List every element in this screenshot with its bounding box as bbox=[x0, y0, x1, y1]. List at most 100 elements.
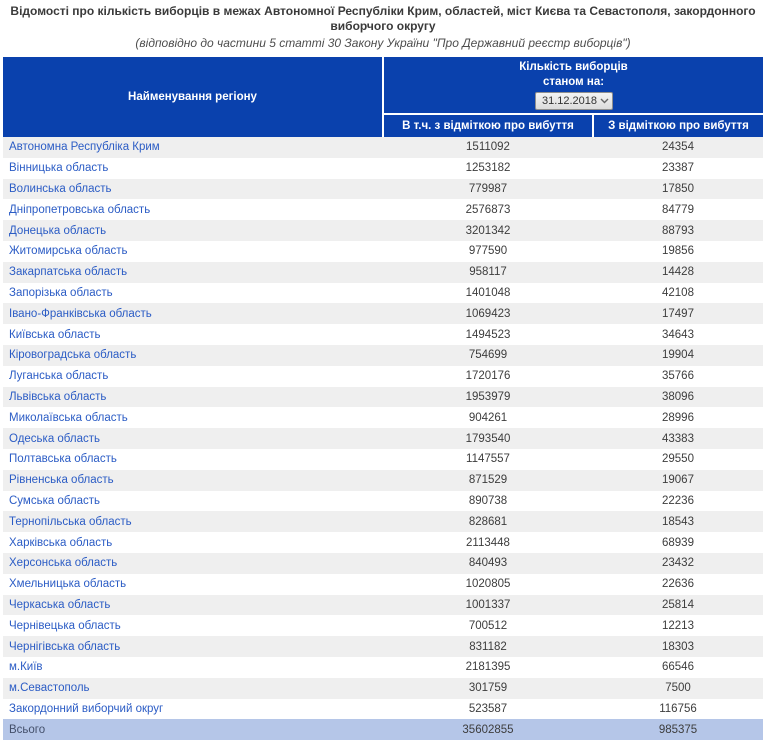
table-row: Луганська область 172017635766 bbox=[3, 366, 763, 387]
departed-count-cell: 7500 bbox=[593, 678, 763, 699]
table-row: м.Севастополь 3017597500 bbox=[3, 678, 763, 699]
region-cell: Донецька область bbox=[3, 220, 383, 241]
departed-count-cell: 116756 bbox=[593, 699, 763, 720]
region-cell: Закордонний виборчий округ bbox=[3, 699, 383, 720]
region-link[interactable]: Херсонська область bbox=[9, 557, 117, 569]
departed-count-cell: 19067 bbox=[593, 470, 763, 491]
region-link[interactable]: Черкаська область bbox=[9, 599, 110, 611]
table-row: Рівненська область87152919067 bbox=[3, 470, 763, 491]
table-row: Івано-Франківська область 106942317497 bbox=[3, 303, 763, 324]
departed-count-cell: 23432 bbox=[593, 553, 763, 574]
header-subcol-departed: З відміткою про вибуття bbox=[593, 114, 763, 137]
region-link[interactable]: Львівська область bbox=[9, 391, 106, 403]
voters-count-cell: 2113448 bbox=[383, 532, 593, 553]
region-cell: Сумська область bbox=[3, 491, 383, 512]
departed-count-cell: 17850 bbox=[593, 179, 763, 200]
region-cell: Одеська область bbox=[3, 428, 383, 449]
region-link[interactable]: м.Київ bbox=[9, 661, 43, 673]
region-link[interactable]: Волинська область bbox=[9, 183, 112, 195]
region-link[interactable]: Полтавська область bbox=[9, 453, 117, 465]
region-link[interactable]: Донецька область bbox=[9, 225, 106, 237]
departed-count-cell: 29550 bbox=[593, 449, 763, 470]
region-cell: Кіровоградська область bbox=[3, 345, 383, 366]
departed-count-cell: 42108 bbox=[593, 283, 763, 304]
region-cell: Черкаська область bbox=[3, 595, 383, 616]
region-cell: Чернівецька область bbox=[3, 615, 383, 636]
voters-count-cell: 1001337 bbox=[383, 595, 593, 616]
voters-count-cell: 2181395 bbox=[383, 657, 593, 678]
table-row: м.Київ 218139566546 bbox=[3, 657, 763, 678]
region-link[interactable]: Автономна Республіка Крим bbox=[9, 141, 160, 153]
voters-count-cell: 1720176 bbox=[383, 366, 593, 387]
total-label-cell: Всього bbox=[3, 719, 383, 740]
region-link[interactable]: Харківська область bbox=[9, 537, 112, 549]
voters-count-cell: 1793540 bbox=[383, 428, 593, 449]
voters-count-cell: 1494523 bbox=[383, 324, 593, 345]
table-row: Дніпропетровська область 257687384779 bbox=[3, 199, 763, 220]
header-count-column: Кількість виборців станом на: 31.12.2018 bbox=[383, 57, 763, 114]
table-row: Автономна Республіка Крим151109224354 bbox=[3, 137, 763, 158]
region-link[interactable]: Одеська область bbox=[9, 433, 100, 445]
table-row: Закордонний виборчий округ 523587116756 bbox=[3, 699, 763, 720]
region-cell: Львівська область bbox=[3, 387, 383, 408]
departed-count-cell: 68939 bbox=[593, 532, 763, 553]
region-link[interactable]: Кіровоградська область bbox=[9, 349, 136, 361]
region-link[interactable]: Дніпропетровська область bbox=[9, 204, 150, 216]
voters-count-cell: 1253182 bbox=[383, 158, 593, 179]
region-link[interactable]: Чернігівська область bbox=[9, 641, 120, 653]
departed-count-cell: 19856 bbox=[593, 241, 763, 262]
region-link[interactable]: м.Севастополь bbox=[9, 682, 90, 694]
region-cell: Закарпатська область bbox=[3, 262, 383, 283]
region-cell: Луганська область bbox=[3, 366, 383, 387]
voters-count-cell: 301759 bbox=[383, 678, 593, 699]
region-cell: Волинська область bbox=[3, 179, 383, 200]
region-cell: м.Севастополь bbox=[3, 678, 383, 699]
voters-count-cell: 1511092 bbox=[383, 137, 593, 158]
voters-count-cell: 779987 bbox=[383, 179, 593, 200]
departed-count-cell: 14428 bbox=[593, 262, 763, 283]
departed-count-cell: 35766 bbox=[593, 366, 763, 387]
header-count-line2: станом на: bbox=[543, 76, 604, 88]
header-region-column: Найменування регіону bbox=[3, 57, 383, 137]
region-link[interactable]: Луганська область bbox=[9, 370, 108, 382]
page: Відомості про кількість виборців в межах… bbox=[0, 4, 766, 745]
date-select-wrap: 31.12.2018 bbox=[535, 92, 613, 110]
departed-count-cell: 23387 bbox=[593, 158, 763, 179]
region-cell: Автономна Республіка Крим bbox=[3, 137, 383, 158]
region-link[interactable]: Житомирська область bbox=[9, 245, 128, 257]
table-row: Миколаївська область90426128996 bbox=[3, 407, 763, 428]
region-link[interactable]: Сумська область bbox=[9, 495, 100, 507]
date-select[interactable]: 31.12.2018 bbox=[535, 92, 613, 110]
voters-count-cell: 890738 bbox=[383, 491, 593, 512]
total-voters-cell: 35602855 bbox=[383, 719, 593, 740]
region-link[interactable]: Чернівецька область bbox=[9, 620, 121, 632]
region-link[interactable]: Івано-Франківська область bbox=[9, 308, 152, 320]
voters-count-cell: 523587 bbox=[383, 699, 593, 720]
region-cell: Запорізька область bbox=[3, 283, 383, 304]
region-link[interactable]: Запорізька область bbox=[9, 287, 113, 299]
region-link[interactable]: Тернопільська область bbox=[9, 516, 132, 528]
departed-count-cell: 84779 bbox=[593, 199, 763, 220]
departed-count-cell: 66546 bbox=[593, 657, 763, 678]
voters-count-cell: 1069423 bbox=[383, 303, 593, 324]
table-row: Чернівецька область70051212213 bbox=[3, 615, 763, 636]
region-cell: Дніпропетровська область bbox=[3, 199, 383, 220]
region-link[interactable]: Закордонний виборчий округ bbox=[9, 703, 163, 715]
voters-count-cell: 828681 bbox=[383, 511, 593, 532]
voters-count-cell: 1147557 bbox=[383, 449, 593, 470]
departed-count-cell: 34643 bbox=[593, 324, 763, 345]
region-link[interactable]: Вінницька область bbox=[9, 162, 108, 174]
voters-count-cell: 2576873 bbox=[383, 199, 593, 220]
region-link[interactable]: Рівненська область bbox=[9, 474, 114, 486]
table-row: Хмельницька область102080522636 bbox=[3, 574, 763, 595]
region-link[interactable]: Хмельницька область bbox=[9, 578, 126, 590]
table-row: Херсонська область84049323432 bbox=[3, 553, 763, 574]
total-departed-cell: 985375 bbox=[593, 719, 763, 740]
region-link[interactable]: Миколаївська область bbox=[9, 412, 128, 424]
region-link[interactable]: Київська область bbox=[9, 329, 101, 341]
voters-count-cell: 700512 bbox=[383, 615, 593, 636]
departed-count-cell: 17497 bbox=[593, 303, 763, 324]
region-link[interactable]: Закарпатська область bbox=[9, 266, 127, 278]
voters-table: Найменування регіону Кількість виборців … bbox=[3, 57, 763, 740]
region-cell: Полтавська область bbox=[3, 449, 383, 470]
